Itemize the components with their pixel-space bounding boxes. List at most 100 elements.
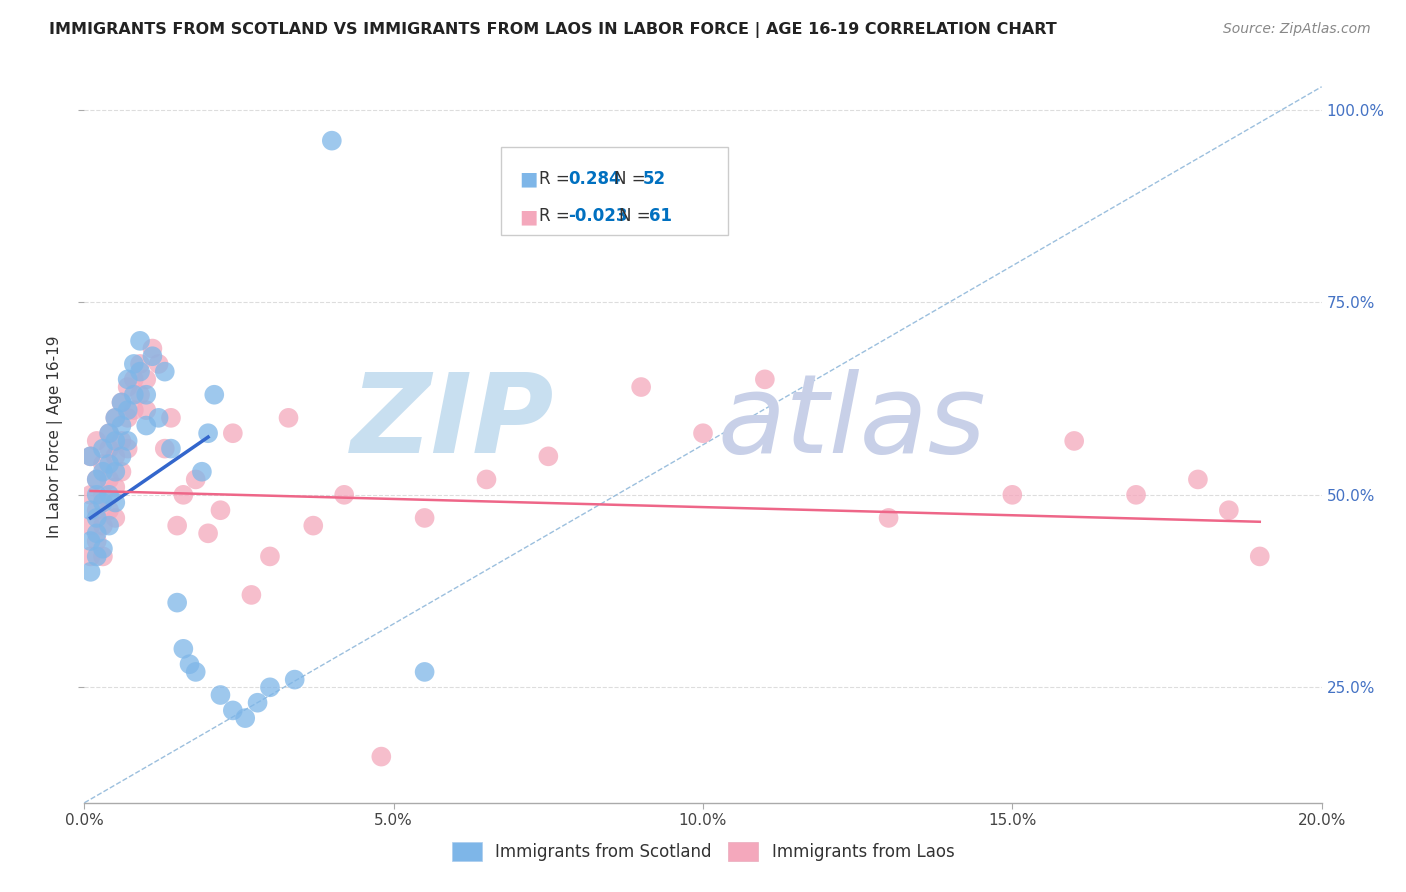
- Point: [692, 426, 714, 441]
- Point: [222, 426, 245, 441]
- Point: [79, 450, 101, 464]
- Point: [117, 372, 139, 386]
- Text: R =: R =: [538, 170, 575, 188]
- Point: [630, 380, 652, 394]
- Text: 0.284: 0.284: [568, 170, 621, 188]
- Point: [86, 511, 108, 525]
- Point: [141, 342, 163, 356]
- Point: [98, 457, 121, 471]
- Point: [104, 465, 127, 479]
- Point: [129, 365, 152, 379]
- Point: [148, 410, 170, 425]
- Point: [110, 395, 132, 409]
- Point: [91, 442, 114, 456]
- Point: [475, 472, 498, 486]
- Point: [110, 450, 132, 464]
- Text: ■: ■: [519, 207, 537, 226]
- Point: [153, 365, 176, 379]
- Point: [86, 488, 108, 502]
- Point: [233, 711, 256, 725]
- Point: [141, 349, 163, 363]
- Text: Source: ZipAtlas.com: Source: ZipAtlas.com: [1223, 22, 1371, 37]
- Point: [86, 472, 108, 486]
- Point: [259, 549, 281, 564]
- Point: [209, 688, 232, 702]
- Point: [86, 472, 108, 486]
- Point: [135, 418, 157, 433]
- Point: [110, 434, 132, 448]
- Point: [129, 334, 152, 348]
- Point: [98, 472, 121, 486]
- Point: [148, 357, 170, 371]
- Legend: Immigrants from Scotland, Immigrants from Laos: Immigrants from Scotland, Immigrants fro…: [446, 835, 960, 868]
- Text: ■: ■: [519, 169, 537, 189]
- Point: [160, 442, 183, 456]
- Point: [333, 488, 356, 502]
- Point: [86, 534, 108, 549]
- Point: [79, 488, 101, 502]
- Point: [135, 388, 157, 402]
- Point: [79, 518, 101, 533]
- Point: [104, 450, 127, 464]
- Point: [135, 372, 157, 386]
- Point: [259, 681, 281, 695]
- Point: [1001, 488, 1024, 502]
- Point: [122, 372, 145, 386]
- Point: [246, 696, 269, 710]
- Point: [86, 549, 108, 564]
- Point: [117, 434, 139, 448]
- Text: -0.023: -0.023: [568, 208, 628, 226]
- Point: [1125, 488, 1147, 502]
- Point: [166, 596, 188, 610]
- Point: [79, 450, 101, 464]
- Point: [537, 450, 560, 464]
- Point: [104, 511, 127, 525]
- Point: [91, 518, 114, 533]
- Point: [104, 410, 127, 425]
- Text: R =: R =: [538, 208, 575, 226]
- Point: [98, 518, 121, 533]
- Point: [179, 657, 201, 672]
- Text: ZIP: ZIP: [352, 369, 554, 476]
- Point: [413, 511, 436, 525]
- Point: [129, 388, 152, 402]
- Point: [209, 503, 232, 517]
- Point: [153, 442, 176, 456]
- Point: [104, 410, 127, 425]
- Point: [1187, 472, 1209, 486]
- Point: [104, 434, 127, 448]
- Point: [122, 388, 145, 402]
- Point: [135, 403, 157, 417]
- Point: [184, 665, 207, 679]
- Point: [129, 357, 152, 371]
- Point: [413, 665, 436, 679]
- Point: [104, 480, 127, 494]
- Point: [1063, 434, 1085, 448]
- Point: [110, 465, 132, 479]
- Point: [754, 372, 776, 386]
- Text: IMMIGRANTS FROM SCOTLAND VS IMMIGRANTS FROM LAOS IN LABOR FORCE | AGE 16-19 CORR: IMMIGRANTS FROM SCOTLAND VS IMMIGRANTS F…: [49, 22, 1057, 38]
- Text: 61: 61: [648, 208, 672, 226]
- Point: [370, 749, 392, 764]
- Point: [79, 503, 101, 517]
- Point: [160, 410, 183, 425]
- Point: [166, 518, 188, 533]
- Point: [172, 641, 194, 656]
- Point: [122, 357, 145, 371]
- Point: [91, 541, 114, 556]
- Point: [104, 495, 127, 509]
- Point: [117, 403, 139, 417]
- Point: [91, 549, 114, 564]
- Point: [184, 472, 207, 486]
- Point: [197, 526, 219, 541]
- Point: [110, 418, 132, 433]
- Point: [98, 488, 121, 502]
- Point: [86, 503, 108, 517]
- Point: [222, 703, 245, 717]
- Point: [79, 565, 101, 579]
- Point: [79, 549, 101, 564]
- Point: [1249, 549, 1271, 564]
- Point: [321, 134, 343, 148]
- Point: [110, 395, 132, 409]
- Point: [240, 588, 263, 602]
